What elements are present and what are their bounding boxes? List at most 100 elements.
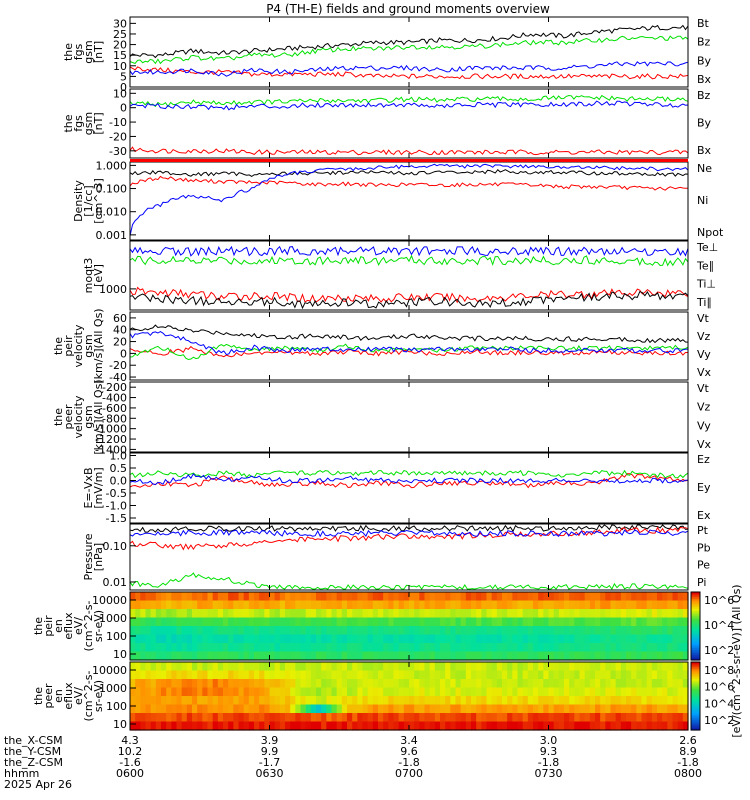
heatmap-cell xyxy=(383,696,389,706)
heatmap-cell xyxy=(197,643,203,653)
heatmap-cell xyxy=(347,617,353,627)
heatmap-cell xyxy=(471,643,477,653)
heatmap-cell xyxy=(553,662,560,672)
heatmap-cell xyxy=(186,687,193,697)
heatmap-cell xyxy=(316,713,322,723)
heatmap-cell xyxy=(471,713,477,723)
heatmap-cell xyxy=(176,651,183,661)
heatmap-cell xyxy=(636,634,643,644)
series-line-vy xyxy=(129,343,689,361)
heatmap-cell xyxy=(274,651,281,661)
heatmap-cell xyxy=(161,643,167,653)
heatmap-cell xyxy=(207,634,214,644)
colorbar-segment xyxy=(691,653,700,656)
heatmap-cell xyxy=(538,704,544,714)
heatmap-cell xyxy=(388,662,395,672)
heatmap-cell xyxy=(233,626,240,636)
heatmap-cell xyxy=(197,617,203,627)
heatmap-cell xyxy=(264,670,271,680)
heatmap-cell xyxy=(657,617,663,627)
heatmap-cell xyxy=(367,651,374,661)
heatmap-cell xyxy=(548,609,555,619)
heatmap-cell xyxy=(372,609,379,619)
heatmap-cell xyxy=(465,592,472,602)
heatmap-cell xyxy=(362,670,369,680)
heatmap-cell xyxy=(243,643,250,653)
heatmap-cell xyxy=(677,713,684,723)
heatmap-cell xyxy=(527,704,534,714)
heatmap-cell xyxy=(429,651,436,661)
heatmap-cell xyxy=(502,651,508,661)
heatmap-cell xyxy=(383,704,389,714)
heatmap-cell xyxy=(543,687,550,697)
heatmap-cell xyxy=(264,713,271,723)
heatmap-cell xyxy=(300,662,307,672)
heatmap-cell xyxy=(414,626,420,636)
heatmap-cell xyxy=(569,687,575,697)
heatmap-cell xyxy=(424,617,431,627)
heatmap-cell xyxy=(595,679,601,689)
heatmap-cell xyxy=(372,704,379,714)
heatmap-cell xyxy=(651,696,658,706)
heatmap-cell xyxy=(672,643,679,653)
heatmap-cell xyxy=(662,592,668,602)
heatmap-cell xyxy=(589,713,596,723)
heatmap-cell xyxy=(450,721,457,731)
heatmap-cell xyxy=(455,713,462,723)
heatmap-cell xyxy=(502,662,508,672)
heatmap-cell xyxy=(259,713,265,723)
heatmap-cell xyxy=(305,687,312,697)
heatmap-cell xyxy=(192,592,198,602)
heatmap-cell xyxy=(274,687,281,697)
heatmap-cell xyxy=(553,626,560,636)
panel-peir_velocity: 6040200-20-40thepeirvelocitygsm[km/s](Al… xyxy=(52,308,712,384)
heatmap-cell xyxy=(331,651,338,661)
y-axis-label: moqt3[eV] xyxy=(82,258,105,294)
heatmap-cell xyxy=(166,651,172,661)
heatmap-cell xyxy=(135,600,141,610)
heatmap-cell xyxy=(269,617,276,627)
heatmap-cell xyxy=(527,687,534,697)
heatmap-cell xyxy=(465,696,472,706)
heatmap-cell xyxy=(502,696,508,706)
heatmap-cell xyxy=(626,626,632,636)
heatmap-cell xyxy=(176,643,183,653)
heatmap-cell xyxy=(269,662,276,672)
heatmap-cell xyxy=(548,696,555,706)
heatmap-cell xyxy=(455,704,462,714)
heatmap-cell xyxy=(274,679,281,689)
heatmap-cell xyxy=(362,626,369,636)
heatmap-cell xyxy=(336,617,343,627)
heatmap-cell xyxy=(631,634,637,644)
heatmap-cell xyxy=(615,600,622,610)
heatmap-cell xyxy=(589,704,596,714)
heatmap-cell xyxy=(300,679,307,689)
heatmap-cell xyxy=(341,626,348,636)
heatmap-cell xyxy=(429,609,436,619)
heatmap-cell xyxy=(558,713,565,723)
heatmap-cell xyxy=(269,643,276,653)
heatmap-cell xyxy=(274,626,281,636)
heatmap-cell xyxy=(207,670,214,680)
heatmap-cell xyxy=(455,721,462,731)
heatmap-cell xyxy=(331,679,338,689)
heatmap-cell xyxy=(279,617,286,627)
heatmap-cell xyxy=(605,651,612,661)
heatmap-cell xyxy=(264,634,271,644)
heatmap-cell xyxy=(491,600,498,610)
heatmap-cell xyxy=(667,634,674,644)
colorbar-segment xyxy=(691,702,700,706)
heatmap-cell xyxy=(150,651,157,661)
heatmap-cell xyxy=(259,704,265,714)
heatmap-cell xyxy=(398,713,405,723)
heatmap-cell xyxy=(414,617,420,627)
heatmap-cell xyxy=(398,662,405,672)
heatmap-cell xyxy=(460,592,467,602)
x-axis-value: 9.6 xyxy=(400,745,418,758)
heatmap-cell xyxy=(595,626,601,636)
y-tick-label: -0.5 xyxy=(106,487,127,500)
heatmap-cell xyxy=(527,600,534,610)
heatmap-cell xyxy=(274,662,281,672)
heatmap-cell xyxy=(579,609,586,619)
heatmap-cell xyxy=(130,592,136,602)
